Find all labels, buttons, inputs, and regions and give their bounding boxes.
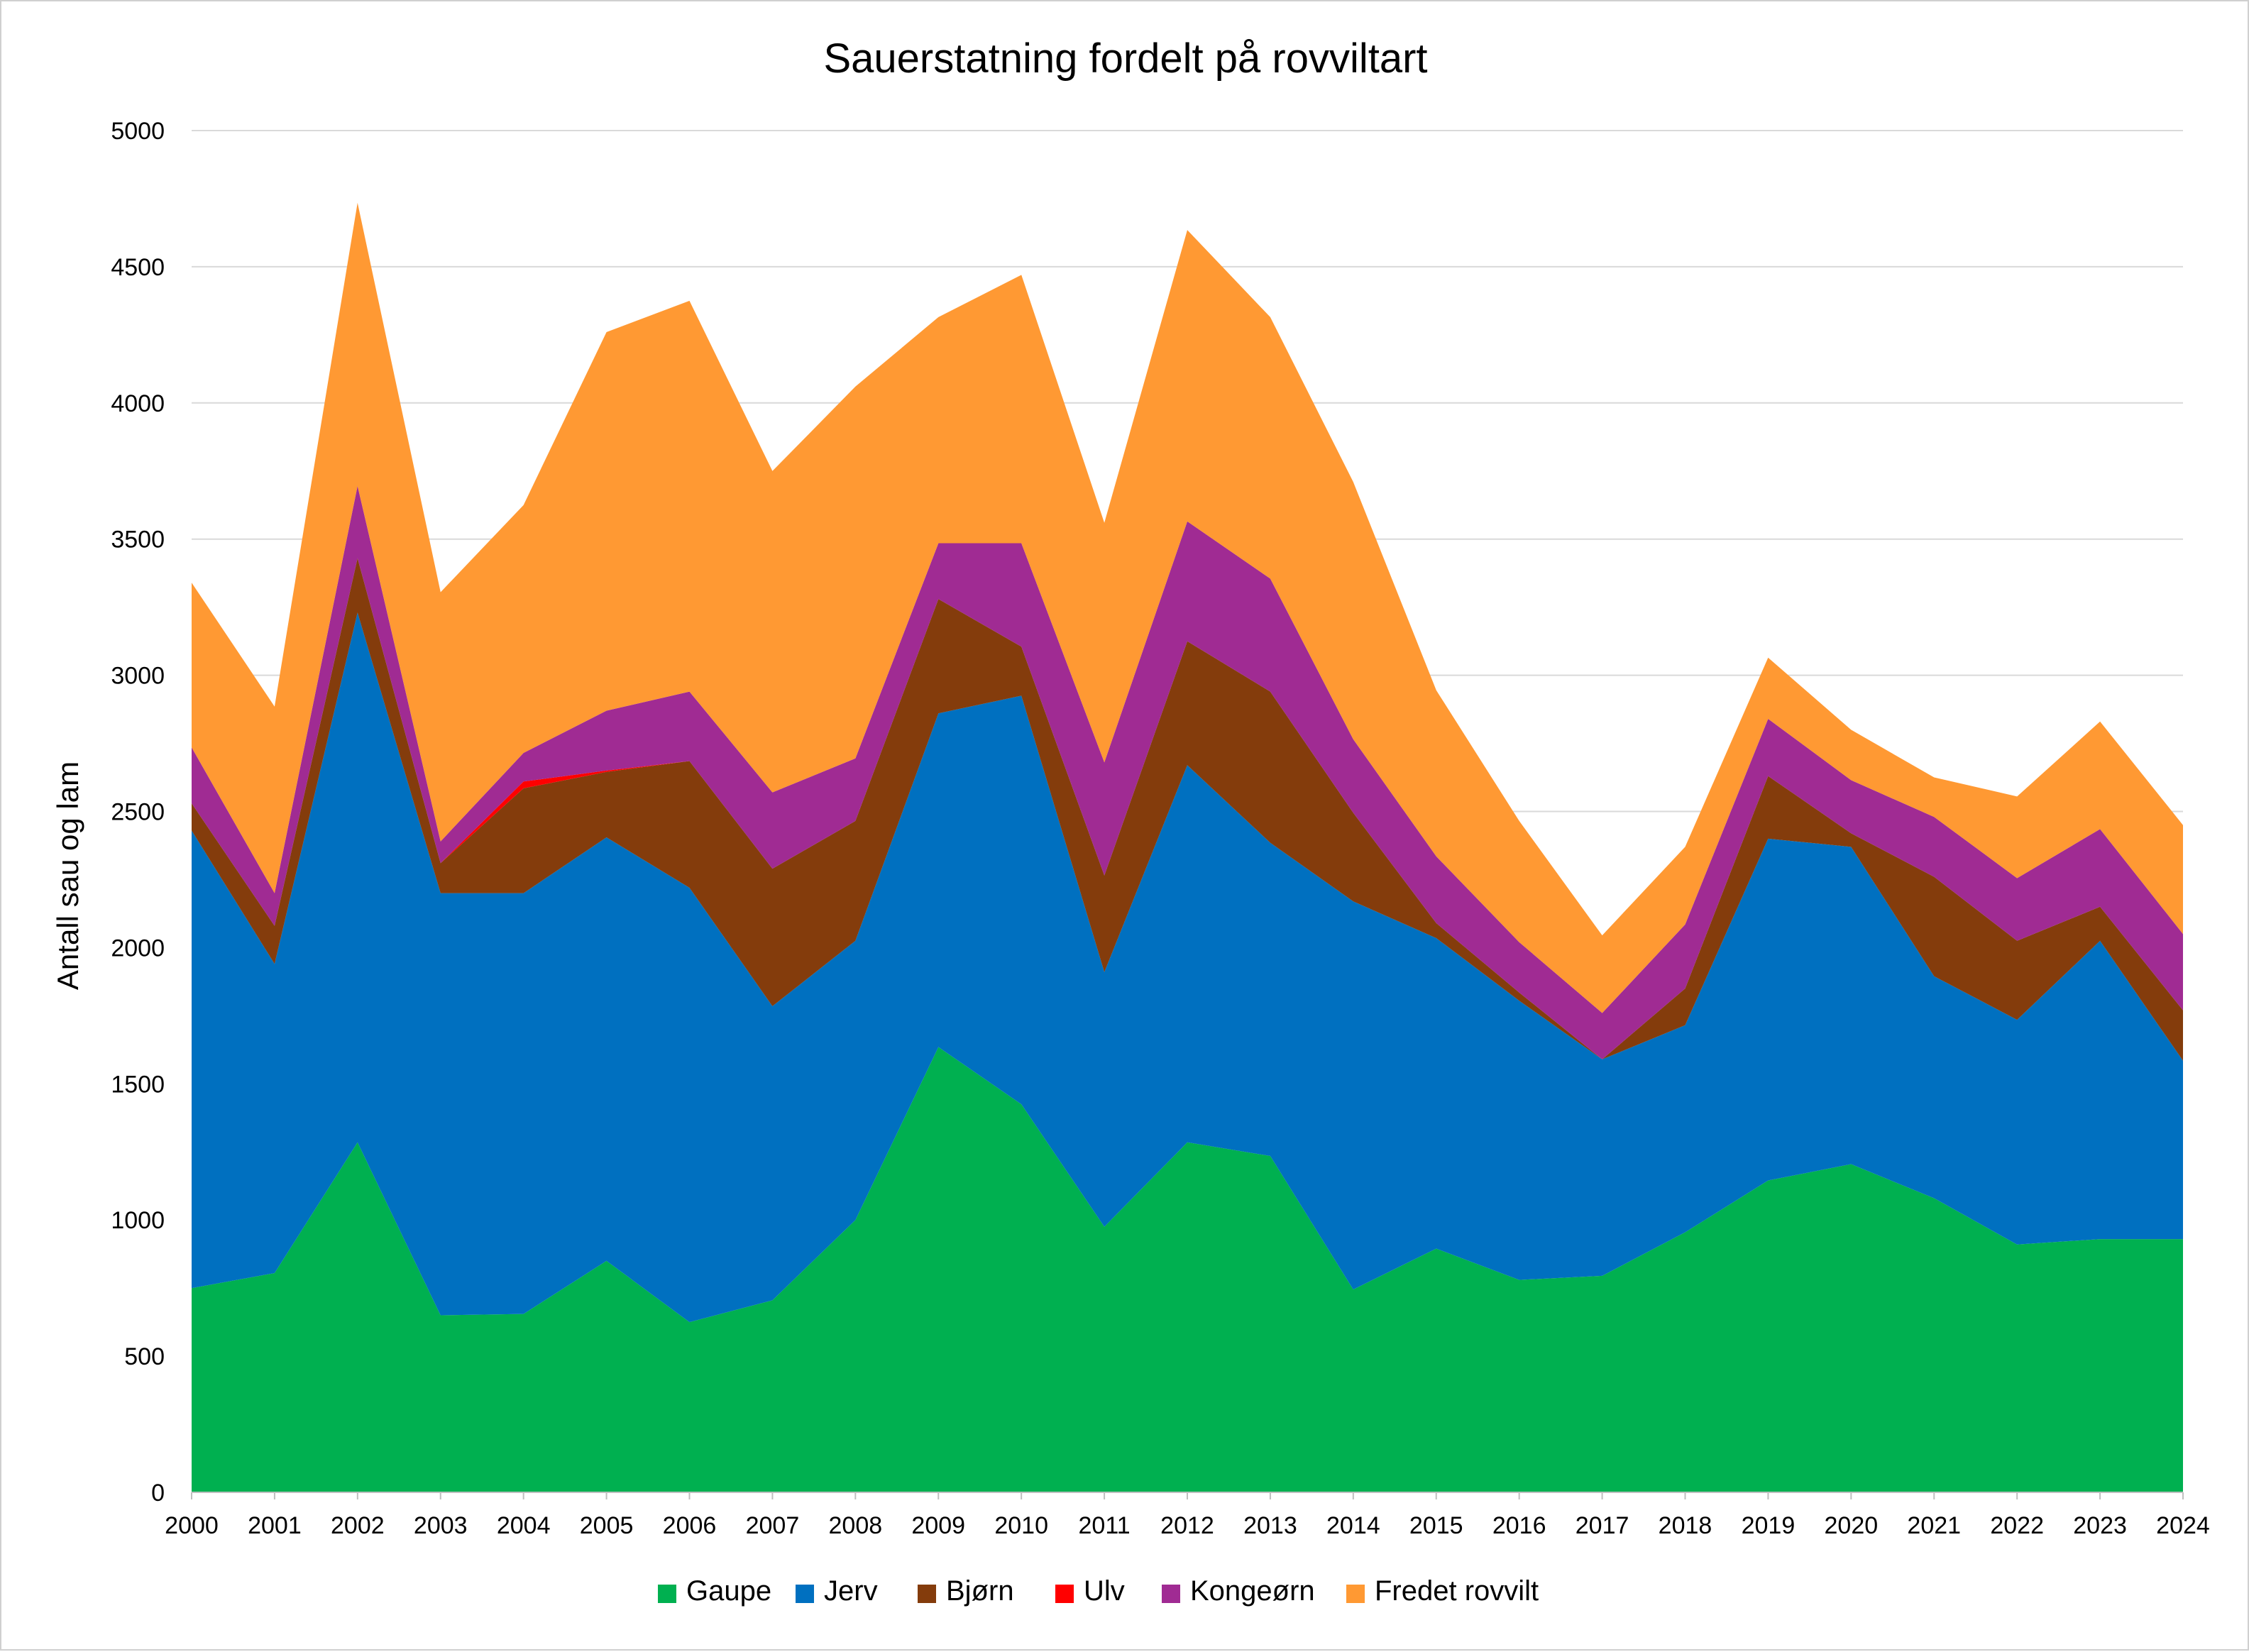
x-tick-label: 2014 [1326,1512,1380,1539]
legend-entry: Gaupe [658,1575,771,1607]
chart-title: Sauerstatning fordelt på rovviltart [823,35,1427,82]
x-tick-label: 2007 [746,1512,800,1539]
y-tick-label: 4000 [111,390,165,417]
x-tick-label: 2012 [1160,1512,1214,1539]
y-tick-label: 1500 [111,1071,165,1098]
axes: 0 500 1000 1500 2000 2500 3000 3500 4000 4500 5000… [111,118,2209,1539]
x-tick-label: 2011 [1079,1512,1131,1539]
x-tick-label: 2006 [663,1512,717,1539]
y-tick-label: 1000 [111,1207,165,1234]
area-fredet-rovvilt [192,202,2183,1013]
area-kongeørn [192,485,2183,1059]
y-tick-label: 2000 [111,935,165,962]
legend-entry: Kongeørn [1162,1575,1315,1607]
x-tick-label: 2016 [1492,1512,1546,1539]
x-tick-label: 2001 [248,1512,302,1539]
x-tick-label: 2008 [829,1512,883,1539]
x-tick-label: 2017 [1576,1512,1629,1539]
y-tick-label: 2500 [111,799,165,826]
x-tick-label: 2009 [911,1512,965,1539]
legend-label: Bjørn [946,1575,1014,1607]
x-tick-label: 2018 [1659,1512,1712,1539]
x-tick-label: 2021 [1907,1512,1961,1539]
legend-entry: Ulv [1055,1575,1125,1607]
legend-swatch [1055,1585,1074,1603]
legend-swatch [658,1585,676,1603]
legend-entry: Jerv [796,1575,878,1607]
y-tick-label: 5000 [111,118,165,145]
legend: Gaupe Jerv Bjørn Ulv Kongeørn Fredet rovvilt [658,1575,1539,1607]
x-tick-label: 2024 [2156,1512,2210,1539]
area-jerv [192,612,2183,1323]
area-gaupe [192,1047,2183,1492]
x-tick-label: 2013 [1243,1512,1297,1539]
legend-entry: Fredet rovvilt [1346,1575,1539,1607]
y-tick-label: 4500 [111,254,165,281]
x-tick-label: 2019 [1742,1512,1796,1539]
area-series [192,202,2183,1492]
legend-label: Jerv [824,1575,878,1607]
area-bjørn [192,558,2183,1061]
legend-swatch [796,1585,814,1603]
y-tick-label: 3500 [111,527,165,554]
x-tick-label: 2023 [2073,1512,2127,1539]
x-tick-label: 2015 [1409,1512,1463,1539]
legend-swatch [918,1585,936,1603]
x-tick-label: 2004 [497,1512,551,1539]
legend-label: Gaupe [686,1575,771,1607]
legend-swatch [1162,1585,1180,1603]
x-tick-label: 2000 [165,1512,219,1539]
legend-label: Kongeørn [1190,1575,1315,1607]
y-tick-label: 3000 [111,663,165,690]
x-tick-label: 2002 [331,1512,385,1539]
y-axis-label: Antall sau og lam [51,761,84,990]
y-tick-label: 500 [124,1343,165,1370]
legend-label: Fredet rovvilt [1375,1575,1539,1607]
x-tick-label: 2010 [994,1512,1048,1539]
legend-label: Ulv [1084,1575,1125,1607]
x-tick-label: 2005 [580,1512,634,1539]
legend-entry: Bjørn [918,1575,1014,1607]
x-tick-label: 2020 [1825,1512,1879,1539]
x-tick-label: 2022 [1990,1512,2044,1539]
x-tick-label: 2003 [414,1512,468,1539]
legend-swatch [1346,1585,1365,1603]
y-tick-label: 0 [151,1480,165,1507]
